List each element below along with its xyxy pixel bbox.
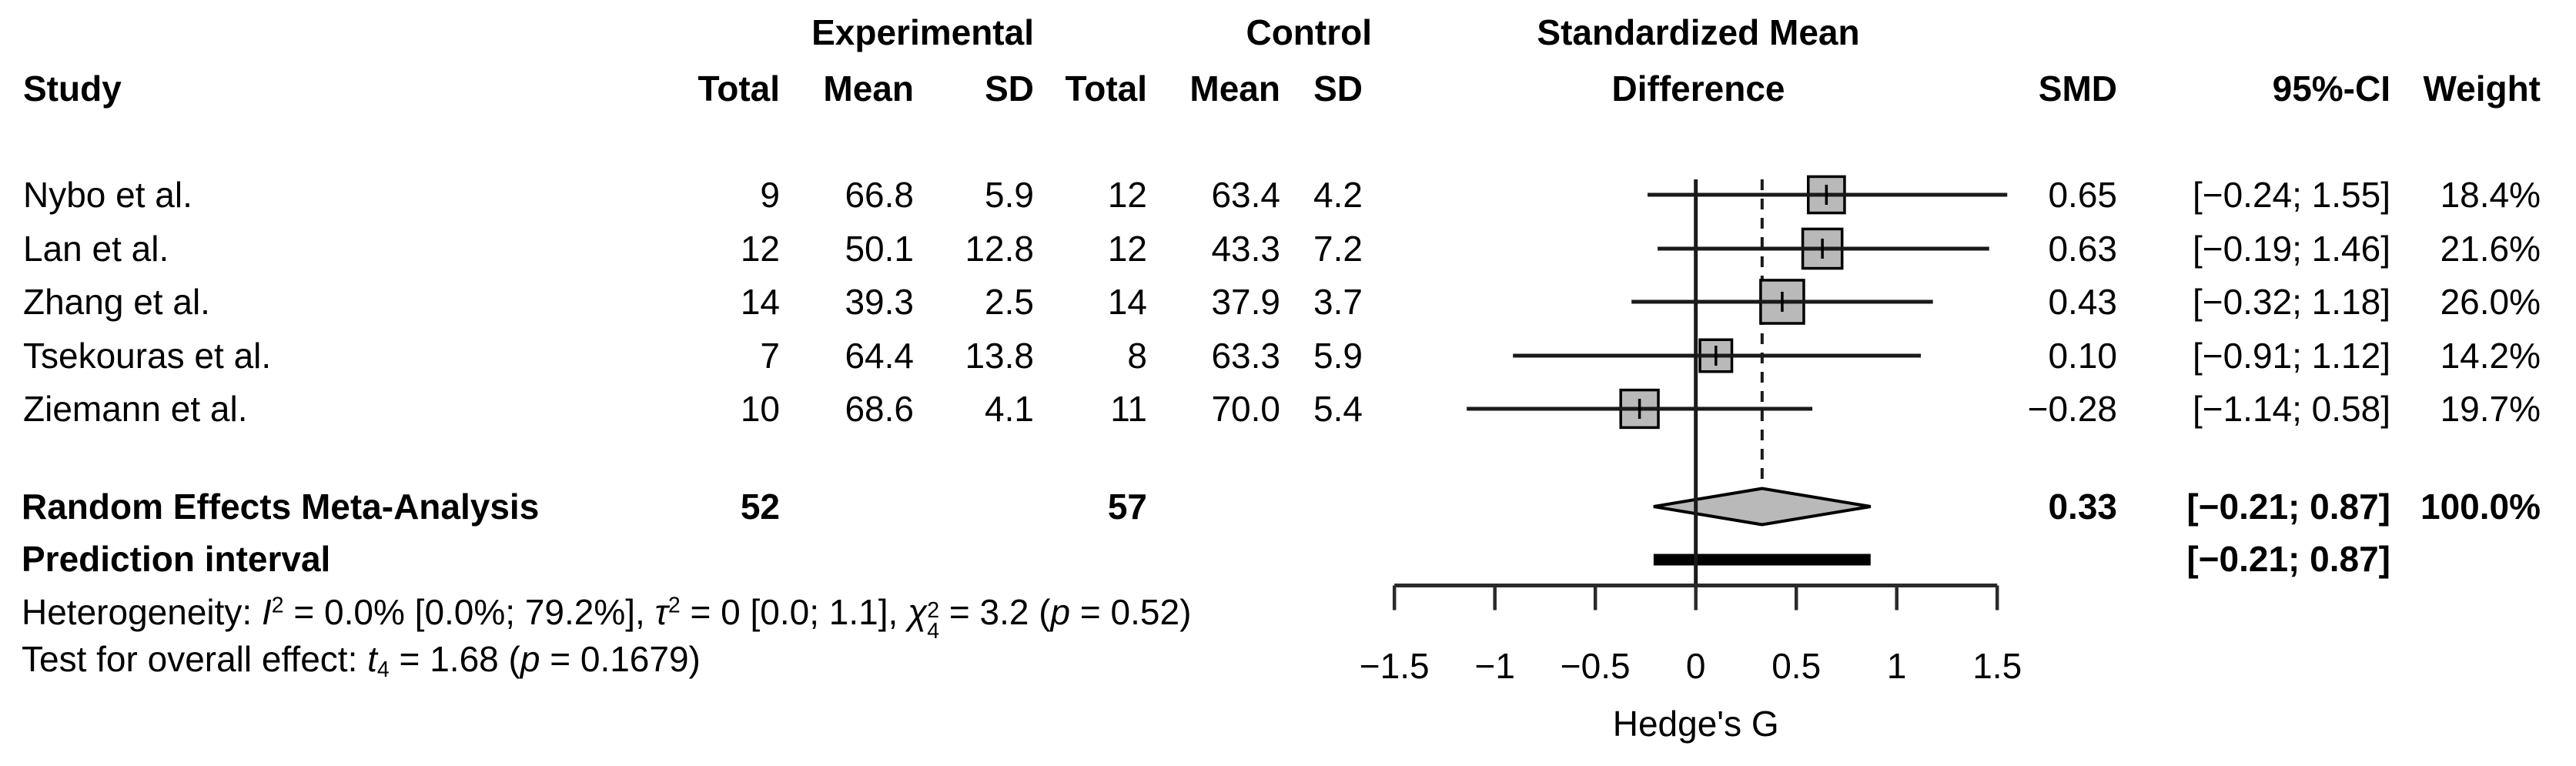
smd-cell: 0.43: [2048, 282, 2117, 322]
ctrl-total-cell: 12: [1107, 175, 1147, 215]
smd-cell: 0.10: [2048, 336, 2117, 376]
exp-total-cell: 14: [740, 282, 780, 322]
pooled-weight-value: 100.0%: [2420, 487, 2541, 527]
pooled-smd-value: 0.33: [2048, 487, 2117, 527]
exp-mean-cell: 68.6: [845, 389, 914, 429]
ctrl-total-cell: 8: [1127, 336, 1147, 376]
header-exp-mean: Mean: [823, 69, 914, 109]
weight-cell: 26.0%: [2440, 282, 2541, 322]
exp-sd-cell: 2.5: [985, 282, 1034, 322]
smd-cell: −0.28: [2027, 389, 2117, 429]
study-name: Nybo et al.: [23, 175, 192, 215]
exp-mean-cell: 64.4: [845, 336, 914, 376]
header-study: Study: [23, 69, 122, 109]
ctrl-sd-cell: 7.2: [1313, 229, 1363, 269]
exp-sd-cell: 12.8: [965, 229, 1034, 269]
axis-title: Hedge's G: [1613, 704, 1779, 744]
pooled-ctrl-total: 57: [1107, 487, 1147, 527]
ci-cell: [−0.24; 1.55]: [2192, 175, 2390, 215]
ci-cell: [−0.32; 1.18]: [2192, 282, 2390, 322]
exp-total-cell: 7: [760, 336, 780, 376]
header-exp-total: Total: [698, 69, 780, 109]
prediction-interval-label: Prediction interval: [22, 539, 331, 579]
header-ctrl-sd: SD: [1313, 69, 1363, 109]
axis-tick-label: 1.5: [1972, 646, 2022, 686]
exp-mean-cell: 39.3: [845, 282, 914, 322]
ctrl-mean-cell: 63.3: [1211, 336, 1280, 376]
overall-effect-test-line: Test for overall effect: t4 = 1.68 (p = …: [22, 638, 701, 683]
weight-cell: 21.6%: [2440, 229, 2541, 269]
header-weight: Weight: [2423, 69, 2541, 109]
exp-mean-cell: 66.8: [845, 175, 914, 215]
exp-sd-cell: 13.8: [965, 336, 1034, 376]
exp-total-cell: 9: [760, 175, 780, 215]
header-group-experimental: Experimental: [811, 12, 1034, 52]
header-smd: SMD: [2038, 69, 2117, 109]
exp-total-cell: 12: [740, 229, 780, 269]
axis-tick-label: 1: [1887, 646, 1907, 686]
exp-sd-cell: 5.9: [985, 175, 1034, 215]
smd-cell: 0.65: [2048, 175, 2117, 215]
pooled-diamond: [1653, 487, 1872, 527]
pooled-exp-total: 52: [740, 487, 780, 527]
header-effect-line1: Standardized Mean: [1537, 12, 1860, 52]
weight-cell: 19.7%: [2440, 389, 2541, 429]
header-exp-sd: SD: [985, 69, 1034, 109]
ctrl-total-cell: 12: [1107, 229, 1147, 269]
axis-tick-label: −1.5: [1360, 646, 1430, 686]
pooled-ci-value: [−0.21; 0.87]: [2186, 487, 2390, 527]
exp-total-cell: 10: [740, 389, 780, 429]
axis-tick-label: 0: [1686, 646, 1706, 686]
ci-cell: [−1.14; 0.58]: [2192, 389, 2390, 429]
ctrl-sd-cell: 4.2: [1313, 175, 1363, 215]
header-ctrl-mean: Mean: [1189, 69, 1280, 109]
axis-tick-label: −0.5: [1561, 646, 1631, 686]
exp-sd-cell: 4.1: [985, 389, 1034, 429]
study-name: Zhang et al.: [23, 282, 210, 322]
ctrl-mean-cell: 37.9: [1211, 282, 1280, 322]
ci-cell: [−0.19; 1.46]: [2192, 229, 2390, 269]
weight-cell: 18.4%: [2440, 175, 2541, 215]
study-name: Tsekouras et al.: [23, 336, 272, 376]
ctrl-sd-cell: 5.9: [1313, 336, 1363, 376]
ctrl-sd-cell: 3.7: [1313, 282, 1363, 322]
ctrl-total-cell: 11: [1110, 389, 1147, 429]
exp-mean-cell: 50.1: [845, 229, 914, 269]
header-ci: 95%-CI: [2272, 69, 2390, 109]
ctrl-sd-cell: 5.4: [1313, 389, 1363, 429]
header-ctrl-total: Total: [1065, 69, 1147, 109]
ctrl-total-cell: 14: [1107, 282, 1147, 322]
study-name: Lan et al.: [23, 229, 169, 269]
ctrl-mean-cell: 43.3: [1211, 229, 1280, 269]
ci-cell: [−0.91; 1.12]: [2192, 336, 2390, 376]
smd-cell: 0.63: [2048, 229, 2117, 269]
axis-tick-label: 0.5: [1771, 646, 1821, 686]
header-effect-line2: Difference: [1611, 69, 1785, 109]
heterogeneity-line: Heterogeneity: I2 = 0.0% [0.0%; 79.2%], …: [22, 592, 1192, 644]
pooled-row-label: Random Effects Meta-Analysis: [22, 487, 540, 527]
ctrl-mean-cell: 63.4: [1211, 175, 1280, 215]
prediction-interval-ci: [−0.21; 0.87]: [2186, 539, 2390, 579]
header-group-control: Control: [1246, 12, 1372, 52]
axis-tick-label: −1: [1474, 646, 1514, 686]
study-name: Ziemann et al.: [23, 389, 248, 429]
ctrl-mean-cell: 70.0: [1211, 389, 1280, 429]
weight-cell: 14.2%: [2440, 336, 2541, 376]
prediction-interval-bar: [1653, 554, 1871, 566]
